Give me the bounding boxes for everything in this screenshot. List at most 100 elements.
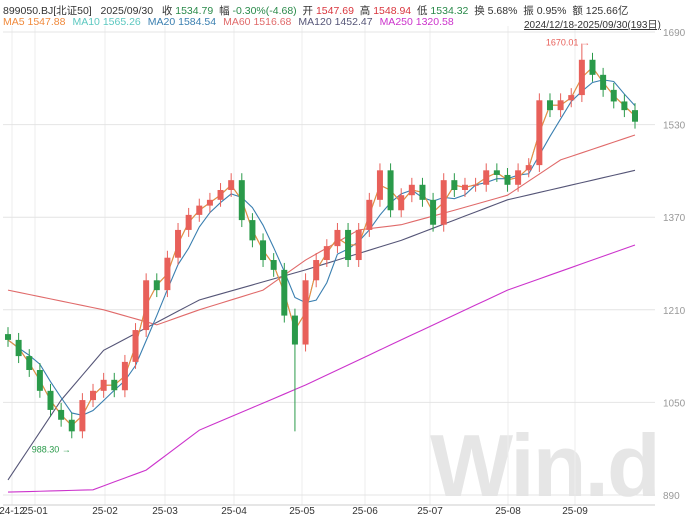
candle-body: [334, 229, 341, 247]
ma250-line: [7, 244, 636, 493]
candle-body: [430, 199, 437, 225]
x-tick-label: 24-12: [0, 506, 25, 517]
candle-body: [398, 195, 405, 211]
candle-body: [111, 379, 118, 391]
candle-body: [345, 229, 352, 261]
candle-body: [578, 59, 585, 96]
candle-body: [121, 361, 128, 391]
candle-body: [164, 257, 171, 291]
turn-label: 换: [474, 5, 485, 17]
x-tick-label: 25-09: [562, 506, 588, 517]
code: 899050.BJ[北证50]: [3, 5, 92, 17]
candle-body: [196, 205, 203, 215]
ma-legend-item: MA120 1452.47: [298, 16, 373, 28]
ma-legend-item: MA250 1320.58: [379, 16, 454, 28]
candle-body: [175, 229, 182, 258]
candle-body: [100, 379, 107, 391]
chg-label: 幅: [219, 5, 230, 17]
candle-body: [228, 180, 235, 190]
candle-body: [260, 240, 267, 261]
min-annotation: 988.30 →: [32, 444, 71, 454]
x-tick-label: 25-05: [289, 506, 315, 517]
y-tick-label: 1210: [663, 306, 686, 317]
candle-body: [153, 280, 160, 291]
y-tick-label: 1050: [663, 398, 686, 409]
turn-value: 5.68%: [487, 5, 518, 17]
high-label: 高: [359, 5, 371, 17]
y-tick-label: 1690: [663, 28, 686, 39]
candle-body: [26, 356, 33, 370]
candle-body: [5, 334, 11, 340]
ma20-line: [7, 79, 636, 416]
candle-body: [313, 260, 320, 281]
candle-body: [366, 199, 373, 230]
candle-body: [419, 184, 426, 200]
candle-body: [515, 170, 522, 185]
high-value: 1548.94: [373, 5, 412, 17]
max-annotation: 1670.01 →: [546, 38, 590, 48]
watermark: Win.d: [430, 416, 661, 515]
candle-body: [79, 400, 86, 432]
candle-body: [387, 170, 394, 211]
y-tick-label: 1530: [663, 121, 686, 132]
candle-body: [281, 269, 288, 316]
candle-body: [15, 339, 22, 357]
candle-body: [600, 74, 607, 90]
candle-body: [185, 214, 192, 230]
amp-label: 振: [523, 5, 534, 17]
candle-body: [58, 409, 65, 420]
candle-body: [238, 180, 245, 221]
x-tick-label: 25-06: [352, 506, 378, 517]
y-tick-label: 890: [663, 491, 680, 502]
candle-body: [291, 315, 298, 345]
candle-body: [206, 199, 213, 206]
ma120-line: [7, 169, 636, 481]
candle-body: [323, 246, 330, 261]
amp-value: 0.95%: [536, 5, 567, 17]
y-tick-label: 1370: [663, 213, 686, 224]
ma60-line: [7, 134, 636, 326]
candle-body: [504, 174, 511, 185]
candle-body: [355, 229, 362, 261]
candle-body: [376, 170, 383, 200]
x-tick-label: 25-01: [22, 506, 48, 517]
candle-body: [440, 180, 447, 225]
close-label: 收: [161, 5, 173, 17]
candle-body: [36, 369, 43, 391]
candle-body: [557, 100, 564, 111]
quote-header: 899050.BJ[北证50] 2025/09/30 收 1534.79 幅 -…: [3, 3, 628, 18]
candle-body: [47, 390, 54, 410]
candle-body: [589, 59, 596, 75]
x-tick-label: 25-04: [221, 506, 247, 517]
candle-body: [451, 180, 458, 190]
candle-body: [270, 260, 277, 270]
low-label: 低: [417, 5, 428, 17]
candle-body: [302, 280, 309, 345]
close-value: 1534.79: [175, 5, 214, 17]
candle-body: [472, 184, 479, 186]
amt-value: 125.66亿: [585, 5, 629, 17]
x-tick-label: 25-02: [92, 506, 118, 517]
ma-legend-item: MA60 1516.68: [223, 16, 292, 28]
candle-body: [525, 165, 532, 171]
x-tick-label: 25-08: [495, 506, 521, 517]
candle-body: [408, 184, 415, 196]
candle-body: [610, 89, 617, 102]
candle-body: [68, 419, 75, 432]
candle-body: [568, 95, 575, 101]
date-range[interactable]: 2024/12/18-2025/09/30(193日): [524, 20, 661, 31]
candle-body: [536, 100, 543, 166]
candle-body: [546, 100, 553, 111]
candle-body: [461, 184, 468, 190]
candle-body: [249, 220, 256, 241]
x-tick-label: 25-03: [152, 506, 178, 517]
low-value: 1534.32: [430, 5, 469, 17]
open-label: 开: [302, 5, 314, 17]
ma-legend-item: MA20 1584.54: [147, 16, 217, 28]
date: 2025/09/30: [100, 5, 154, 17]
candle-body: [217, 189, 224, 200]
open-value: 1547.69: [315, 5, 354, 17]
candle-body: [132, 330, 139, 362]
